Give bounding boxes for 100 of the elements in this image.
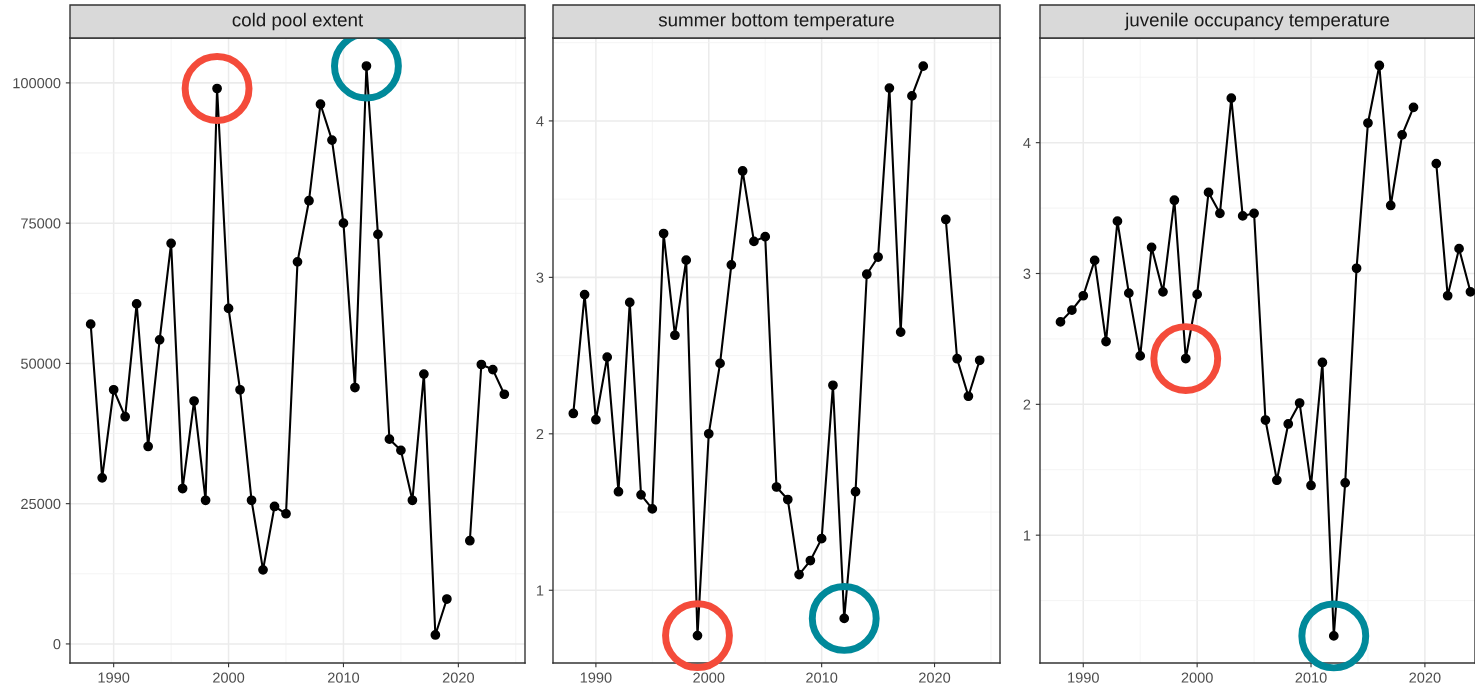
y-tick-label: 4 xyxy=(536,116,544,127)
point xyxy=(940,214,951,225)
point xyxy=(873,252,883,262)
x-tick-label: 2000 xyxy=(693,672,725,683)
x-tick-label: 2020 xyxy=(919,672,951,683)
chart-title: summer bottom temperature xyxy=(658,12,894,31)
point xyxy=(726,259,737,270)
point xyxy=(1397,129,1407,140)
point xyxy=(246,495,257,506)
point xyxy=(1442,290,1453,301)
point xyxy=(636,489,646,500)
point xyxy=(1271,475,1282,486)
point xyxy=(373,229,383,240)
point xyxy=(1215,208,1225,219)
point xyxy=(1112,216,1123,227)
point xyxy=(828,380,838,391)
point xyxy=(703,428,714,439)
point xyxy=(1123,288,1134,298)
point xyxy=(749,236,759,247)
chart-title: cold pool extent xyxy=(232,12,364,31)
y-tick-label: 2 xyxy=(1023,399,1031,410)
y-tick-label: 2 xyxy=(536,428,544,440)
point xyxy=(442,594,452,604)
point xyxy=(692,630,703,641)
point xyxy=(839,613,850,624)
x-tick-label: 1990 xyxy=(580,672,612,683)
point xyxy=(816,533,827,544)
point xyxy=(430,630,441,640)
point xyxy=(1294,398,1305,408)
point xyxy=(624,297,635,308)
x-tick-label: 2010 xyxy=(1295,672,1327,683)
point xyxy=(647,504,658,514)
point xyxy=(200,495,211,506)
point xyxy=(1328,631,1339,641)
point xyxy=(361,61,372,71)
point xyxy=(658,228,669,239)
point xyxy=(1306,480,1316,491)
point xyxy=(120,411,131,422)
point xyxy=(304,195,314,206)
y-tick-label: 25000 xyxy=(21,498,61,510)
point xyxy=(850,486,861,497)
point xyxy=(602,352,613,363)
point xyxy=(1249,208,1259,219)
point xyxy=(1158,286,1168,297)
x-tick-label: 2020 xyxy=(442,672,475,683)
y-tick-label: 4 xyxy=(1023,137,1031,148)
point xyxy=(715,358,725,369)
point xyxy=(327,135,337,145)
point xyxy=(177,483,188,494)
point xyxy=(487,364,498,375)
x-tick-label: 1990 xyxy=(98,672,130,683)
point xyxy=(1340,477,1351,488)
point xyxy=(269,501,280,512)
point xyxy=(805,555,816,566)
point xyxy=(1465,286,1475,297)
point xyxy=(808,583,880,654)
point xyxy=(396,445,406,456)
y-tick-label: 50000 xyxy=(21,358,61,369)
point xyxy=(1260,415,1271,425)
point xyxy=(1363,118,1373,128)
point xyxy=(670,330,680,341)
point xyxy=(1283,419,1294,429)
point xyxy=(1180,353,1191,364)
point xyxy=(166,238,176,249)
point xyxy=(85,319,96,329)
y-tick-label: 3 xyxy=(1023,268,1031,279)
x-tick-label: 2000 xyxy=(1181,672,1213,683)
point xyxy=(350,382,360,393)
x-tick-label: 2010 xyxy=(327,672,360,683)
y-tick-label: 0 xyxy=(53,639,61,650)
point xyxy=(97,472,108,483)
point xyxy=(181,53,253,124)
point xyxy=(1431,158,1442,169)
point xyxy=(918,61,929,72)
point xyxy=(407,495,418,506)
point xyxy=(1150,323,1222,394)
point xyxy=(258,565,268,575)
point xyxy=(212,83,222,94)
point xyxy=(315,99,326,110)
x-tick-label: 2000 xyxy=(213,672,245,683)
y-tick-label: 1 xyxy=(1023,530,1031,541)
point xyxy=(143,441,153,452)
point xyxy=(108,384,119,395)
point xyxy=(760,231,771,242)
point xyxy=(1055,317,1066,327)
point xyxy=(1237,211,1248,221)
point xyxy=(794,569,804,580)
point xyxy=(384,434,395,445)
point xyxy=(1089,255,1100,266)
y-tick-label: 3 xyxy=(536,272,544,283)
point xyxy=(1146,242,1157,253)
point xyxy=(464,535,475,546)
y-tick-label: 100000 xyxy=(13,77,61,89)
point xyxy=(1298,600,1370,672)
point xyxy=(568,408,579,419)
point xyxy=(1203,187,1214,198)
point xyxy=(1454,243,1464,254)
point xyxy=(154,334,165,345)
point xyxy=(1317,357,1328,368)
point xyxy=(662,600,733,672)
